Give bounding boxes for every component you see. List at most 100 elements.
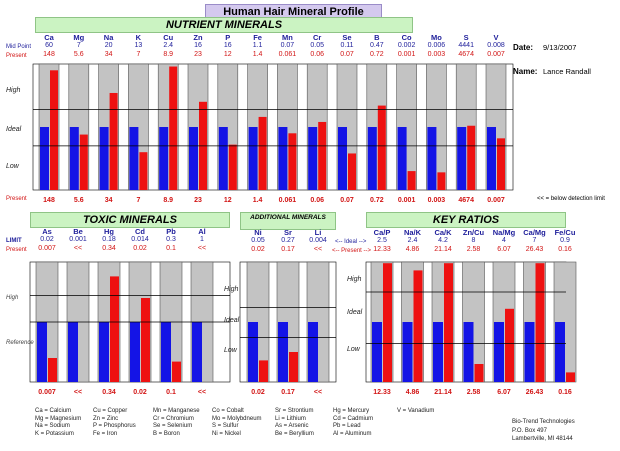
nutrient-symbol: Mn xyxy=(281,33,293,42)
legend-item: Na = Sodium xyxy=(35,423,70,430)
nutrient-present-bar xyxy=(348,153,356,190)
present-marker: <-- Present --> xyxy=(332,248,372,254)
nutrient-present-value: 0.07 xyxy=(340,51,354,58)
ratios-present-value: 2.58 xyxy=(466,246,481,253)
nutrient-reference-bar xyxy=(189,127,198,190)
nutrient-present-bar xyxy=(169,66,178,190)
ratios-bottom-value: 21.14 xyxy=(434,389,452,396)
legend-item: Mo = Molybdneum xyxy=(212,415,262,422)
nutrient-bottom-value: 148 xyxy=(43,197,55,204)
additional-present-value: 0.17 xyxy=(281,246,295,253)
legend-item: Li = Lithium xyxy=(275,415,306,422)
nutrient-symbol: Mo xyxy=(430,33,442,42)
additional-low-label: Low xyxy=(224,347,237,354)
ratios-reference-value: 4.2 xyxy=(438,237,448,244)
nutrient-bottom-value: 5.6 xyxy=(73,197,84,204)
toxic-symbol: Be xyxy=(73,227,83,236)
additional-header: ADDITIONAL MINERALS xyxy=(240,212,336,230)
ratios-reference-bar xyxy=(372,322,382,382)
nutrient-bottom-value: 0.061 xyxy=(278,197,297,204)
nutrient-bottom-value: 0.72 xyxy=(369,197,384,204)
legend-item: Pb = Lead xyxy=(333,423,361,430)
legend-col-5: Sr = Strontium Li = Lithium As = Arsenic… xyxy=(275,408,314,438)
legend-col-1: Ca = Calcium Mg = Magnesium Na = Sodium … xyxy=(35,408,81,438)
nutrient-reference-bar xyxy=(99,127,109,190)
nutrient-bottom-value: 34 xyxy=(104,197,113,204)
legend-item: Be = Beryllium xyxy=(275,430,314,437)
additional-ideal-label: Ideal xyxy=(224,317,240,324)
ratios-symbol: Ca/P xyxy=(373,228,391,237)
ratios-symbol: Ca/Mg xyxy=(523,228,546,237)
legend-item: Co = Cobalt xyxy=(212,408,244,414)
toxic-reference-value: 0.3 xyxy=(166,236,176,243)
nutrient-present-value: 5.6 xyxy=(73,51,84,58)
toxic-reference-bar xyxy=(192,322,202,382)
toxic-present-value: 0.007 xyxy=(38,245,56,252)
nutrient-present-bar xyxy=(139,152,148,190)
ratios-present-bar xyxy=(474,364,484,382)
nutrient-reference-value: 0.008 xyxy=(487,42,505,49)
nutrient-present-bar xyxy=(258,116,267,190)
toxic-reference-value: 0.001 xyxy=(69,236,87,243)
ratios-present-bar xyxy=(566,372,575,382)
nutrient-reference-bar xyxy=(457,127,467,190)
nutrient-bottom-value: 0.06 xyxy=(310,197,324,204)
nutrient-present-bar xyxy=(228,144,237,190)
ratios-reference-value: 7 xyxy=(532,237,537,244)
ratios-present-value: 12.33 xyxy=(373,246,391,253)
nutrient-symbol: B xyxy=(374,33,380,42)
ideal-marker: <-- Ideal --> xyxy=(335,239,367,245)
toxic-reference-bar xyxy=(68,322,78,382)
company-block: Bio-Trend Technologies P.O. Box 497 Lamb… xyxy=(512,418,575,444)
toxic-bottom-value: 0.02 xyxy=(133,389,147,396)
ratios-reference-bar xyxy=(433,322,443,382)
ratios-bottom-value: 26.43 xyxy=(525,389,544,396)
ratios-present-bar xyxy=(505,308,514,382)
ratios-present-value: 21.14 xyxy=(434,246,452,253)
additional-present-bar xyxy=(289,352,298,382)
toxic-symbol: Cd xyxy=(135,227,145,236)
nutrient-bottom-value: 0.07 xyxy=(340,197,354,204)
nutrient-reference-bar xyxy=(397,127,407,190)
toxic-reference-value: 1 xyxy=(200,236,204,243)
company-name: Bio-Trend Technologies xyxy=(512,419,575,425)
ratios-bottom-value: 6.07 xyxy=(497,389,511,396)
detection-note: << = below detection limit xyxy=(537,196,605,202)
legend-col-2: Cu = Copper Zn = Zinc P = Phosphorus Fe … xyxy=(93,408,136,438)
toxic-reference-label: Reference xyxy=(6,340,34,346)
nutrient-present-value: 148 xyxy=(43,51,55,58)
zone-high-label: High xyxy=(6,87,21,94)
ratios-present-bar xyxy=(413,270,423,382)
ratios-reference-value: 2.4 xyxy=(407,237,418,244)
nutrient-symbol: Co xyxy=(401,33,412,42)
nutrient-bottom-value: 7 xyxy=(136,197,141,204)
nutrient-reference-value: 0.05 xyxy=(310,42,324,49)
toxic-bottom-value: 0.34 xyxy=(102,389,116,396)
toxic-present-value: << xyxy=(73,245,83,252)
legend-col-7: V = Vanadium xyxy=(397,408,434,416)
legend-item: Hg = Mercury xyxy=(333,408,370,414)
toxic-reference-value: 0.02 xyxy=(40,236,54,243)
ratios-symbol: Zn/Cu xyxy=(462,228,485,237)
ratios-high-label: High xyxy=(347,276,362,283)
zone-low-label: Low xyxy=(6,163,19,170)
nutrient-present-bar xyxy=(288,133,297,190)
nutrient-symbol: V xyxy=(493,33,499,42)
nutrient-reference-value: 0.11 xyxy=(340,42,354,49)
legend-item: Ca = Calcium xyxy=(35,408,72,414)
nutrient-symbol: Mg xyxy=(73,33,85,42)
ratios-symbol: Na/Mg xyxy=(492,228,516,237)
ratios-bottom-value: 4.86 xyxy=(405,389,420,396)
legend-item: Sr = Strontium xyxy=(275,408,314,414)
legend-col-6: Hg = Mercury Cd = Cadmium Pb = Lead Al =… xyxy=(333,408,373,438)
legend-item: Se = Selenium xyxy=(153,423,193,430)
nutrient-bottom-value: 1.4 xyxy=(252,197,263,204)
ratios-reference-bar xyxy=(524,322,535,382)
nutrient-reference-bar xyxy=(427,127,437,190)
toxic-present-value: << xyxy=(197,245,207,252)
nutrient-reference-value: 16 xyxy=(223,42,232,49)
nutrient-reference-bar xyxy=(218,127,228,190)
toxic-reference-bar xyxy=(99,322,109,382)
nutrient-symbol: P xyxy=(225,33,231,42)
nutrient-bottom-value: 8.9 xyxy=(163,197,174,204)
